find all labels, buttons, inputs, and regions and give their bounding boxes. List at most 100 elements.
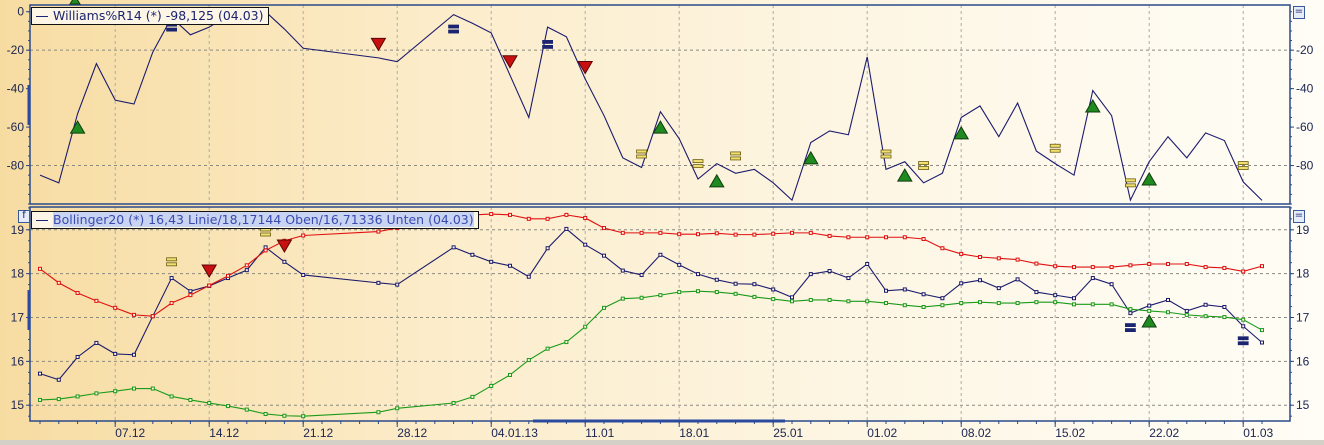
lower-point — [226, 404, 230, 409]
lower-point — [489, 383, 494, 388]
lower-point — [733, 291, 738, 296]
bollinger-menu-button[interactable]: = — [1293, 210, 1305, 223]
y-tick-label-right: -40 — [1296, 82, 1314, 96]
x-tick-label: 04.01.13 — [491, 426, 538, 440]
x-tick-label: 07.12 — [115, 426, 145, 440]
close-point — [188, 289, 193, 294]
upper-point — [376, 229, 381, 234]
lower-point — [1034, 300, 1039, 305]
neutral-signal-icon — [692, 159, 704, 164]
bollinger-panel[interactable]: 15 16 17 18 19 15 16 17 18 19 — [11, 206, 1310, 422]
lower-point — [639, 295, 644, 300]
buy-signal-icon — [708, 173, 725, 188]
y-tick-label-left: -80 — [7, 159, 25, 173]
neutral-signal-icon — [636, 149, 647, 154]
lower-point — [395, 406, 400, 411]
close-point — [827, 269, 832, 274]
lower-point — [583, 324, 588, 329]
buy-signal-icon — [69, 0, 81, 5]
upper-point — [921, 237, 926, 242]
lower-point — [451, 401, 456, 406]
lower-point — [207, 401, 212, 406]
close-point — [902, 287, 907, 292]
close-point — [301, 272, 306, 277]
close-point — [282, 259, 287, 264]
close-point — [1166, 297, 1170, 302]
upper-point — [996, 256, 1001, 261]
close-point — [733, 281, 738, 286]
williams-menu-button[interactable]: = — [1293, 6, 1305, 19]
lower-point — [658, 293, 663, 298]
upper-point — [959, 251, 964, 256]
y-tick-label-right: -80 — [1296, 159, 1314, 173]
upper-point — [301, 233, 306, 238]
upper-point — [169, 301, 174, 306]
lower-point — [1109, 302, 1114, 307]
x-axis: 07.12 14.12 21.12 28.12 04.01.13 11.01 18.01 25… — [27, 0, 1274, 440]
close-point — [696, 272, 700, 277]
upper-point — [113, 305, 118, 310]
sell-signal-icon — [370, 37, 387, 52]
buy-signal-icon — [1141, 314, 1158, 328]
upper-point — [884, 235, 888, 240]
close-point — [395, 282, 400, 287]
close-point — [113, 351, 118, 356]
neutral-signal-icon — [1125, 328, 1136, 332]
x-tick-label: 18.01 — [679, 426, 709, 440]
sell-signal-icon — [502, 55, 518, 69]
buy-signal-icon — [652, 120, 669, 134]
upper-point — [75, 290, 80, 295]
upper-point — [526, 216, 531, 221]
lower-point — [1260, 328, 1264, 333]
upper-point — [846, 235, 851, 240]
lower-point — [94, 391, 99, 396]
upper-point — [1203, 265, 1208, 270]
williams-legend[interactable]: Williams%R14 (*) -98,125 (04.03) — [31, 7, 269, 25]
upper-point — [808, 230, 813, 235]
upper-point — [188, 293, 193, 298]
y-tick-label-right: -60 — [1296, 120, 1314, 134]
x-tick-label: 25.01 — [773, 426, 803, 440]
upper-point — [38, 266, 42, 271]
lower-point — [790, 299, 794, 304]
lower-point — [1128, 307, 1133, 312]
lower-point — [188, 397, 193, 402]
lower-point — [996, 301, 1001, 306]
close-point — [921, 292, 926, 297]
upper-point — [583, 215, 588, 220]
upper-point — [658, 230, 663, 235]
upper-point — [602, 226, 606, 231]
lower-point — [470, 394, 475, 399]
upper-point — [1222, 265, 1227, 270]
close-point — [489, 259, 494, 264]
close-point — [808, 272, 813, 277]
lower-point — [978, 300, 982, 305]
upper-point — [1166, 262, 1170, 267]
function-button[interactable]: f — [18, 210, 30, 223]
y-tick-label-left: 0 — [17, 5, 24, 19]
y-tick-label-right: 18 — [1296, 267, 1310, 281]
close-point — [1241, 324, 1246, 329]
y-tick-label-right: -20 — [1296, 43, 1314, 57]
lower-point — [940, 303, 945, 308]
close-point — [38, 371, 42, 376]
neutral-signal-icon — [260, 232, 272, 237]
close-point — [714, 277, 719, 282]
close-point — [1090, 276, 1095, 281]
bottom-scroll-area — [0, 440, 1324, 445]
neutral-signal-icon — [1125, 323, 1136, 327]
upper-point — [226, 273, 230, 278]
x-tick-label: 21.12 — [303, 426, 333, 440]
bollinger-legend[interactable]: Bollinger20 (*) 16,43 Linie/18,17144 Obe… — [31, 211, 479, 229]
lower-point — [113, 389, 118, 394]
upper-point — [545, 216, 550, 221]
lower-point — [902, 303, 907, 308]
neutral-signal-icon — [918, 166, 929, 170]
lower-point — [1184, 312, 1189, 317]
close-point — [1109, 282, 1114, 287]
neutral-signal-icon — [918, 161, 929, 165]
lower-point — [1241, 317, 1246, 322]
upper-point — [1053, 264, 1058, 269]
x-tick-label: 11.01 — [585, 426, 614, 440]
neutral-signal-icon — [542, 45, 553, 49]
